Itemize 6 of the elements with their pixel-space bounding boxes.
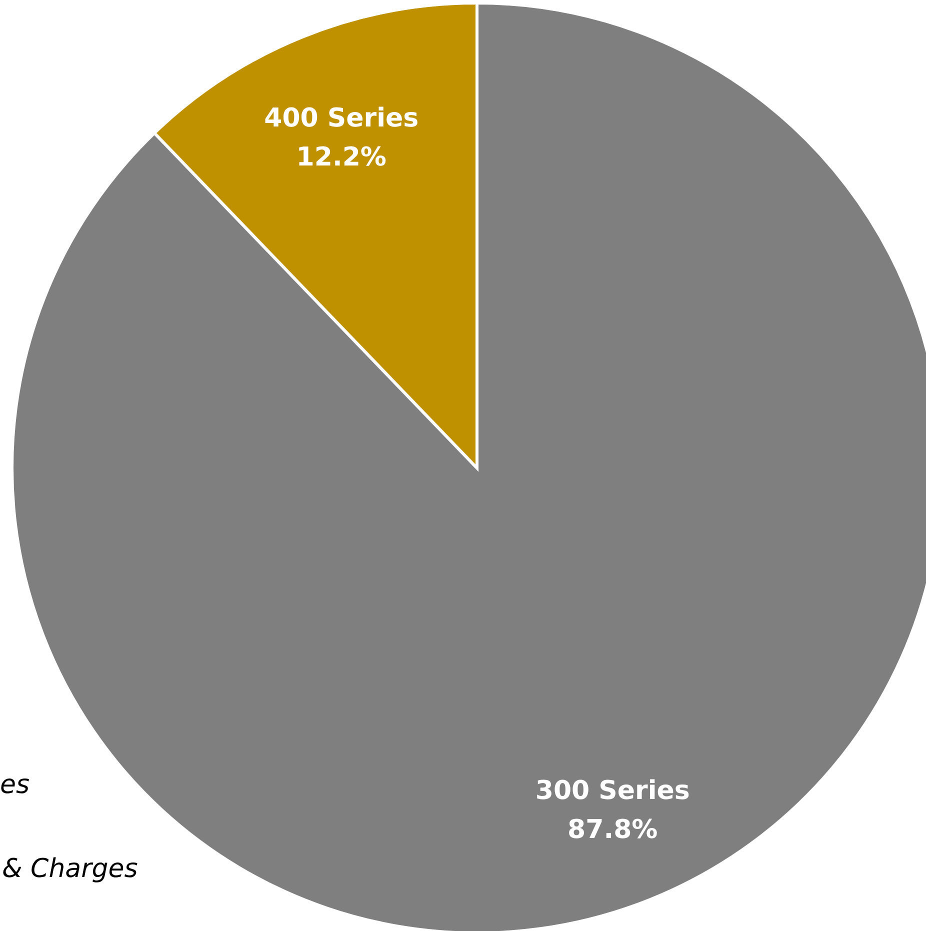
text: es <box>0 770 30 800</box>
text: & Charges <box>2 854 138 884</box>
slice-label: 300 Series <box>535 776 690 806</box>
data-label: 87.8% <box>568 815 658 846</box>
slice-label: 400 Series <box>264 103 419 134</box>
data-label: 12.2% <box>296 142 386 172</box>
